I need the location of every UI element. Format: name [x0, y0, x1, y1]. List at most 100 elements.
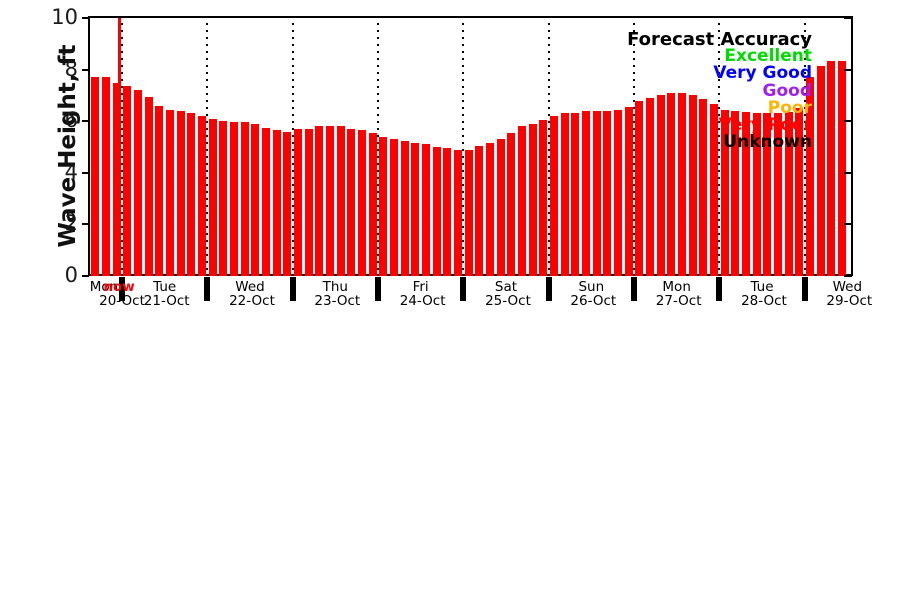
now-label: now — [103, 279, 135, 295]
wave-height-bar — [251, 123, 260, 276]
wave-height-bar — [165, 109, 175, 276]
wave-height-bar — [677, 92, 687, 276]
wave-height-bar — [688, 95, 697, 276]
wave-height-bar — [453, 149, 463, 276]
day-boundary-tick — [630, 277, 637, 301]
day-name-label: Tue — [153, 279, 177, 295]
wave-height-bar — [805, 77, 815, 276]
day-name-label: Thu — [322, 279, 348, 295]
day-boundary-gridline — [462, 23, 465, 276]
wave-height-bar — [144, 96, 153, 276]
day-date-label: 25-Oct — [485, 292, 531, 309]
wave-height-bar — [219, 121, 228, 276]
wave-height-bar — [496, 139, 505, 276]
wave-height-bar — [635, 100, 644, 276]
y-tick-mark-left — [82, 171, 89, 174]
day-boundary-gridline — [376, 23, 379, 276]
wave-height-bar — [240, 122, 249, 276]
legend-entry-very-poor: Very Poor — [718, 115, 812, 136]
wave-height-bar — [827, 60, 836, 276]
day-date-label: 24-Oct — [399, 292, 446, 309]
y-tick-label: 4 — [64, 159, 78, 184]
day-date-label: 27-Oct — [655, 292, 702, 309]
wave-height-bar — [432, 147, 441, 276]
wave-height-bar — [336, 126, 345, 276]
wave-height-bar — [421, 144, 431, 276]
wave-height-bar — [784, 112, 793, 276]
wave-height-bar — [763, 113, 772, 276]
legend-entry-poor: Poor — [767, 97, 812, 118]
wave-height-bar — [517, 126, 527, 276]
wave-height-bar — [645, 97, 655, 276]
wave-height-bar — [507, 132, 516, 276]
day-boundary-gridline — [632, 23, 635, 276]
wave-height-bar — [101, 77, 111, 276]
wave-height-bar — [816, 65, 825, 276]
day-name-label: Wed — [235, 279, 265, 295]
legend-entry-good: Good — [762, 80, 812, 101]
wave-height-bar — [709, 104, 719, 276]
wave-height-bar — [293, 128, 303, 276]
day-name-label: Fri — [412, 279, 429, 295]
y-tick-mark-left — [82, 120, 89, 123]
wave-height-bar — [283, 131, 292, 276]
wave-height-bar — [261, 127, 271, 276]
forecast-accuracy-legend: Forecast Accuracy Excellent Very Good Good… — [627, 29, 812, 151]
day-name-label: Tue — [750, 279, 774, 295]
day-date-label: 20-Oct — [99, 292, 145, 309]
day-boundary-tick — [374, 277, 381, 301]
wave-height-bar — [699, 99, 708, 276]
wave-height-bar — [229, 122, 239, 276]
legend-entry-excellent: Excellent — [724, 46, 812, 67]
day-boundary-gridline — [121, 23, 123, 276]
wave-height-bar — [571, 113, 580, 276]
wave-height-bar — [539, 119, 548, 276]
wave-height-bar — [592, 110, 601, 276]
wave-height-bar — [475, 145, 484, 276]
y-tick-label: 6 — [64, 108, 78, 133]
wave-height-bar — [741, 112, 751, 276]
wave-height-bar — [464, 149, 473, 276]
y-tick-mark-right — [844, 171, 852, 174]
day-boundary-tick — [545, 277, 552, 301]
wave-height-bar — [389, 139, 399, 276]
y-tick-mark-left — [82, 275, 89, 277]
day-boundary-tick — [289, 277, 296, 301]
wave-height-bar — [197, 116, 207, 276]
legend-entry-very-good: Very Good — [713, 63, 812, 84]
wave-height-bar — [272, 130, 281, 276]
day-name-label: Mon — [662, 279, 691, 295]
wave-height-bar — [315, 126, 324, 276]
day-name-label: Sun — [578, 279, 605, 295]
wave-height-bar — [133, 90, 143, 276]
day-date-label: 28-Oct — [741, 292, 787, 309]
wave-height-bar — [549, 116, 559, 276]
wave-height-bar — [176, 110, 185, 276]
day-boundary-gridline — [547, 23, 550, 276]
y-tick-mark-right — [844, 68, 852, 71]
wave-height-bar — [400, 140, 409, 276]
day-date-label: 22-Oct — [229, 292, 275, 309]
wave-height-bar — [613, 109, 623, 276]
wave-height-bar — [123, 86, 132, 276]
wave-height-bar — [347, 128, 356, 276]
wave-height-bar — [208, 118, 217, 276]
wave-height-bar — [357, 130, 367, 276]
wave-height-bar — [187, 113, 196, 276]
wave-height-bar — [112, 82, 121, 276]
legend-title: Forecast Accuracy — [627, 29, 812, 50]
wave-height-bar — [304, 128, 313, 276]
wave-height-bar — [720, 109, 729, 276]
wave-height-bar — [667, 92, 676, 276]
day-boundary-gridline — [206, 23, 209, 276]
day-boundary-tick — [204, 277, 211, 301]
y-tick-mark-right — [844, 223, 852, 226]
wave-height-bar — [411, 143, 420, 276]
y-tick-label: 10 — [51, 5, 78, 29]
wave-height-bar — [656, 95, 665, 276]
y-tick-mark-right — [844, 275, 852, 277]
wave-height-bar — [91, 77, 100, 276]
y-tick-mark-right — [844, 17, 852, 19]
wave-height-bar — [795, 108, 804, 276]
